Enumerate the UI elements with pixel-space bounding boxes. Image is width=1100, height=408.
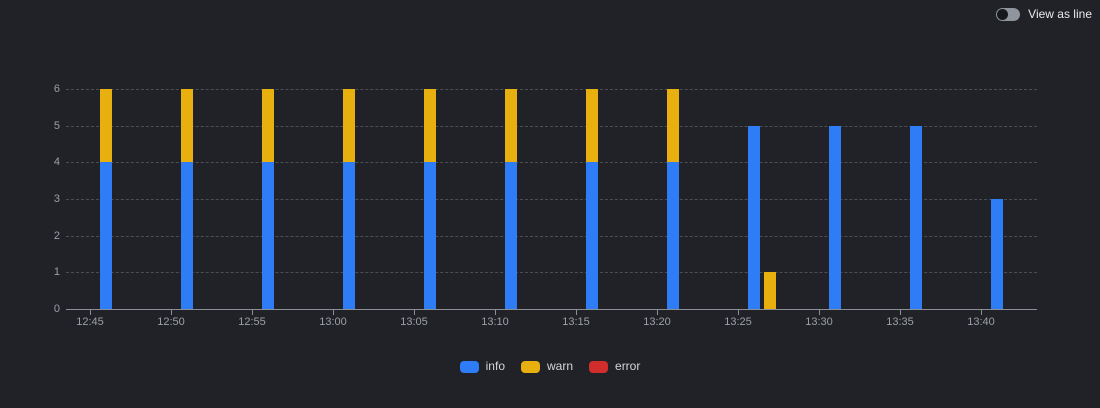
bar-13:16-info bbox=[586, 162, 599, 309]
bar-13:26-info bbox=[748, 125, 761, 309]
bar-12:56-info bbox=[262, 162, 275, 309]
x-axis-label: 13:35 bbox=[886, 316, 914, 328]
y-axis-label: 5 bbox=[53, 119, 60, 132]
x-axis-label: 12:55 bbox=[238, 316, 266, 328]
x-axis-tick bbox=[90, 310, 91, 315]
y-axis-label: 1 bbox=[53, 266, 60, 279]
bar-13:11-warn bbox=[505, 89, 518, 163]
legend-label: info bbox=[485, 359, 505, 373]
bar-13:36-info bbox=[910, 125, 923, 309]
y-axis-label: 4 bbox=[53, 156, 60, 169]
bar-13:16-warn bbox=[586, 89, 599, 163]
warn-series-swatch-icon bbox=[521, 360, 540, 373]
view-as-line-toggle[interactable] bbox=[996, 8, 1021, 21]
bar-12:51-warn bbox=[181, 89, 194, 163]
legend-item-error[interactable]: error bbox=[589, 360, 640, 373]
gridline-y-6 bbox=[66, 89, 1037, 90]
bar-12:56-warn bbox=[262, 89, 275, 163]
x-axis-tick bbox=[495, 310, 496, 315]
bar-13:21-warn bbox=[667, 89, 680, 163]
x-axis-line bbox=[66, 309, 1037, 310]
x-axis-label: 13:40 bbox=[967, 316, 995, 328]
bar-12:46-warn bbox=[100, 89, 113, 163]
x-axis-label: 13:30 bbox=[805, 316, 833, 328]
error-series-swatch-icon bbox=[589, 360, 609, 373]
legend-label: warn bbox=[547, 359, 574, 373]
bar-13:41-info bbox=[991, 199, 1004, 309]
bar-13:01-warn bbox=[343, 89, 356, 163]
x-axis-label: 13:25 bbox=[724, 316, 752, 328]
x-axis-label: 13:15 bbox=[562, 316, 590, 328]
x-axis-tick bbox=[981, 310, 982, 315]
gridline-y-5 bbox=[66, 125, 1037, 127]
x-axis-label: 13:00 bbox=[319, 316, 347, 328]
x-axis-tick bbox=[576, 310, 577, 315]
x-axis-tick bbox=[819, 310, 820, 315]
toggle-knob-icon bbox=[997, 9, 1009, 20]
gridline-y-2 bbox=[66, 235, 1037, 237]
x-axis-label: 13:05 bbox=[400, 316, 428, 328]
bar-13:01-info bbox=[343, 162, 356, 309]
legend-label: error bbox=[615, 359, 641, 373]
x-axis-tick bbox=[738, 310, 739, 315]
y-axis-label: 2 bbox=[53, 229, 60, 242]
bar-13:21-info bbox=[667, 162, 680, 309]
bar-12:51-info bbox=[181, 162, 194, 309]
x-axis-tick bbox=[414, 310, 415, 315]
bar-13:27-warn bbox=[764, 272, 777, 309]
x-axis-tick bbox=[657, 310, 658, 315]
chart-legend: info warn error bbox=[0, 360, 1100, 373]
y-axis-label: 6 bbox=[53, 83, 60, 95]
y-axis-label: 3 bbox=[53, 193, 60, 205]
bar-13:06-warn bbox=[424, 89, 437, 163]
y-axis-label: 0 bbox=[53, 303, 60, 315]
x-axis-label: 12:50 bbox=[157, 316, 185, 328]
legend-item-info[interactable]: info bbox=[459, 359, 505, 373]
gridline-y-3 bbox=[66, 199, 1037, 200]
bar-13:11-info bbox=[505, 162, 518, 309]
legend-item-warn[interactable]: warn bbox=[521, 360, 573, 373]
view-as-line-label: View as line bbox=[1028, 7, 1092, 21]
x-axis-tick bbox=[252, 310, 253, 315]
gridline-y-1 bbox=[66, 272, 1037, 274]
x-axis-tick bbox=[171, 310, 172, 315]
view-as-line-toggle-row: View as line bbox=[996, 8, 1092, 21]
x-axis-label: 13:20 bbox=[643, 316, 671, 328]
x-axis-tick bbox=[900, 310, 901, 315]
x-axis-label: 13:10 bbox=[481, 316, 509, 328]
x-axis-label: 12:45 bbox=[76, 316, 104, 328]
bar-13:06-info bbox=[424, 162, 437, 309]
bar-12:46-info bbox=[100, 162, 113, 309]
x-axis-tick bbox=[333, 310, 334, 315]
gridline-y-4 bbox=[66, 162, 1037, 164]
bar-13:31-info bbox=[829, 125, 842, 309]
info-series-swatch-icon bbox=[459, 360, 479, 373]
